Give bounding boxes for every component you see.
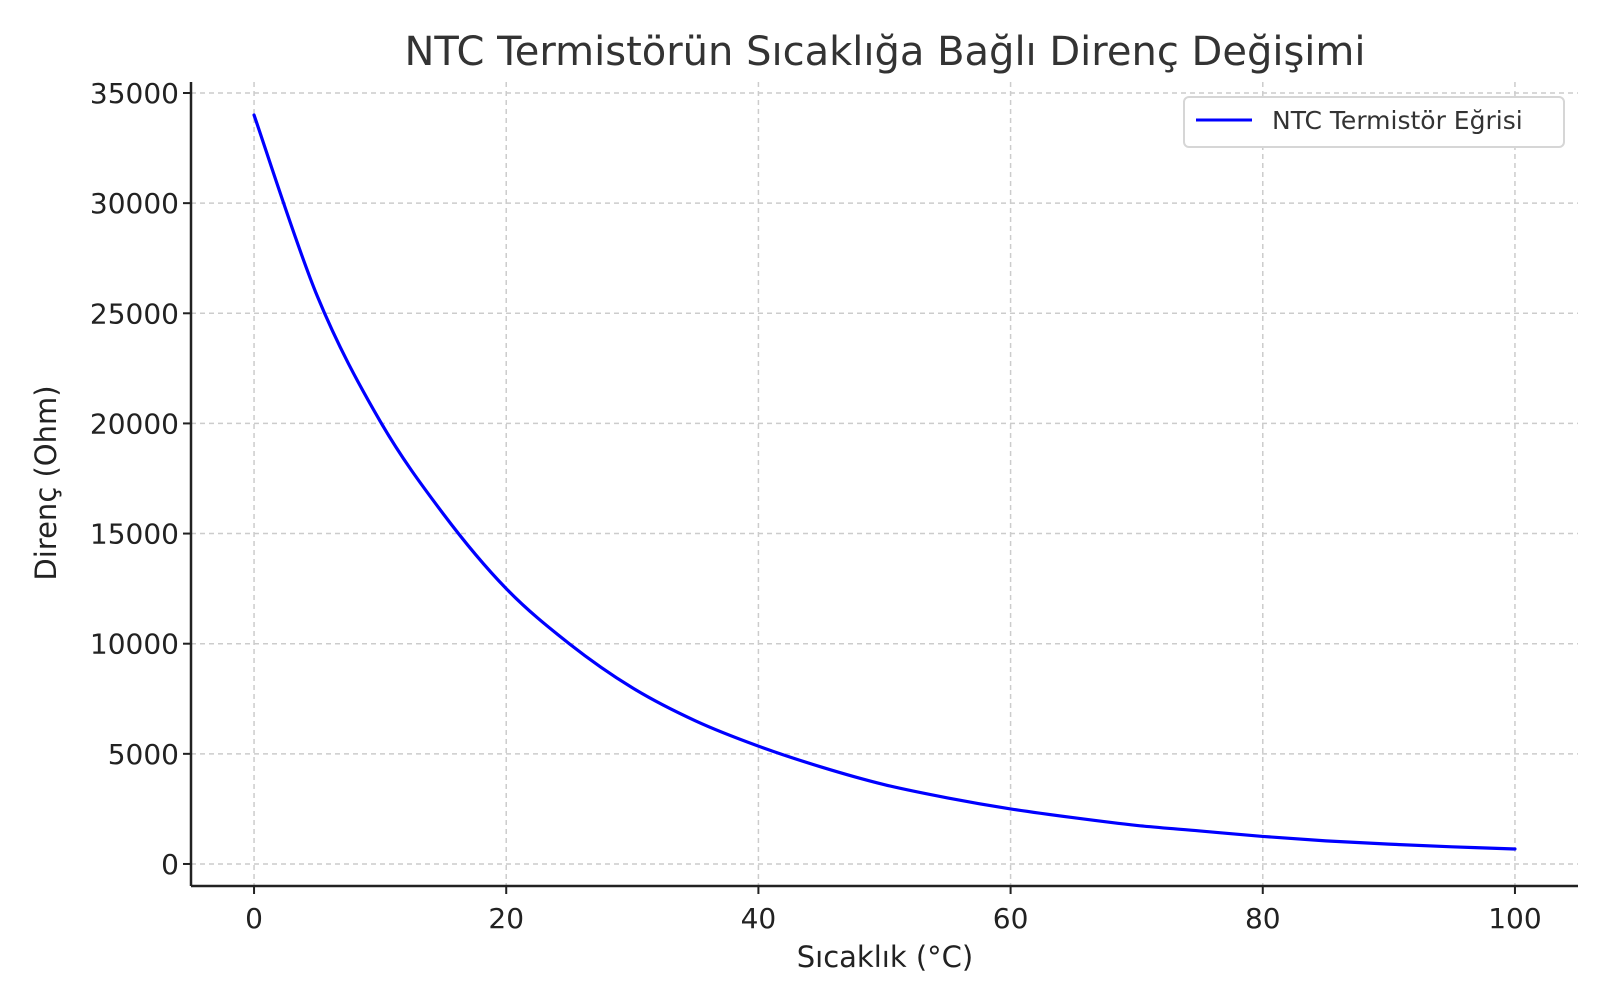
series-layer <box>252 113 1517 851</box>
legend: NTC Termistör Eğrisi <box>1183 96 1565 148</box>
x-tick-label: 80 <box>1245 902 1281 935</box>
series-line-ntc-termistor-egrisi <box>252 113 1517 851</box>
x-axis-label: Sıcaklık (°C) <box>797 940 973 974</box>
legend-box <box>1183 96 1565 148</box>
y-tick-label: 35000 <box>90 77 179 110</box>
y-tick-label: 15000 <box>90 518 179 551</box>
x-tick-label: 60 <box>993 902 1029 935</box>
x-tick-label: 100 <box>1488 902 1541 935</box>
y-tick-label: 0 <box>161 848 179 881</box>
axes-layer <box>189 82 1578 888</box>
y-tick-label: 25000 <box>90 297 179 330</box>
legend-entry-ntc-termistor-egrisi: NTC Termistör Eğrisi <box>1272 106 1523 135</box>
y-tick-label: 20000 <box>90 407 179 440</box>
chart-title: NTC Termistörün Sıcaklığa Bağlı Direnç D… <box>405 29 1366 75</box>
x-tick-label: 0 <box>245 902 263 935</box>
y-tick-label: 30000 <box>90 187 179 220</box>
y-tick-label: 5000 <box>108 738 179 771</box>
x-tick-label: 20 <box>488 902 524 935</box>
y-axis-label: Direnç (Ohm) <box>29 385 63 580</box>
x-tick-label: 40 <box>741 902 777 935</box>
ticks-layer: 0 20 40 60 80 100 0 5000 10000 15000 20000 25000 300… <box>90 77 1542 935</box>
y-tick-label: 10000 <box>90 628 179 661</box>
grid-layer <box>191 82 1578 886</box>
